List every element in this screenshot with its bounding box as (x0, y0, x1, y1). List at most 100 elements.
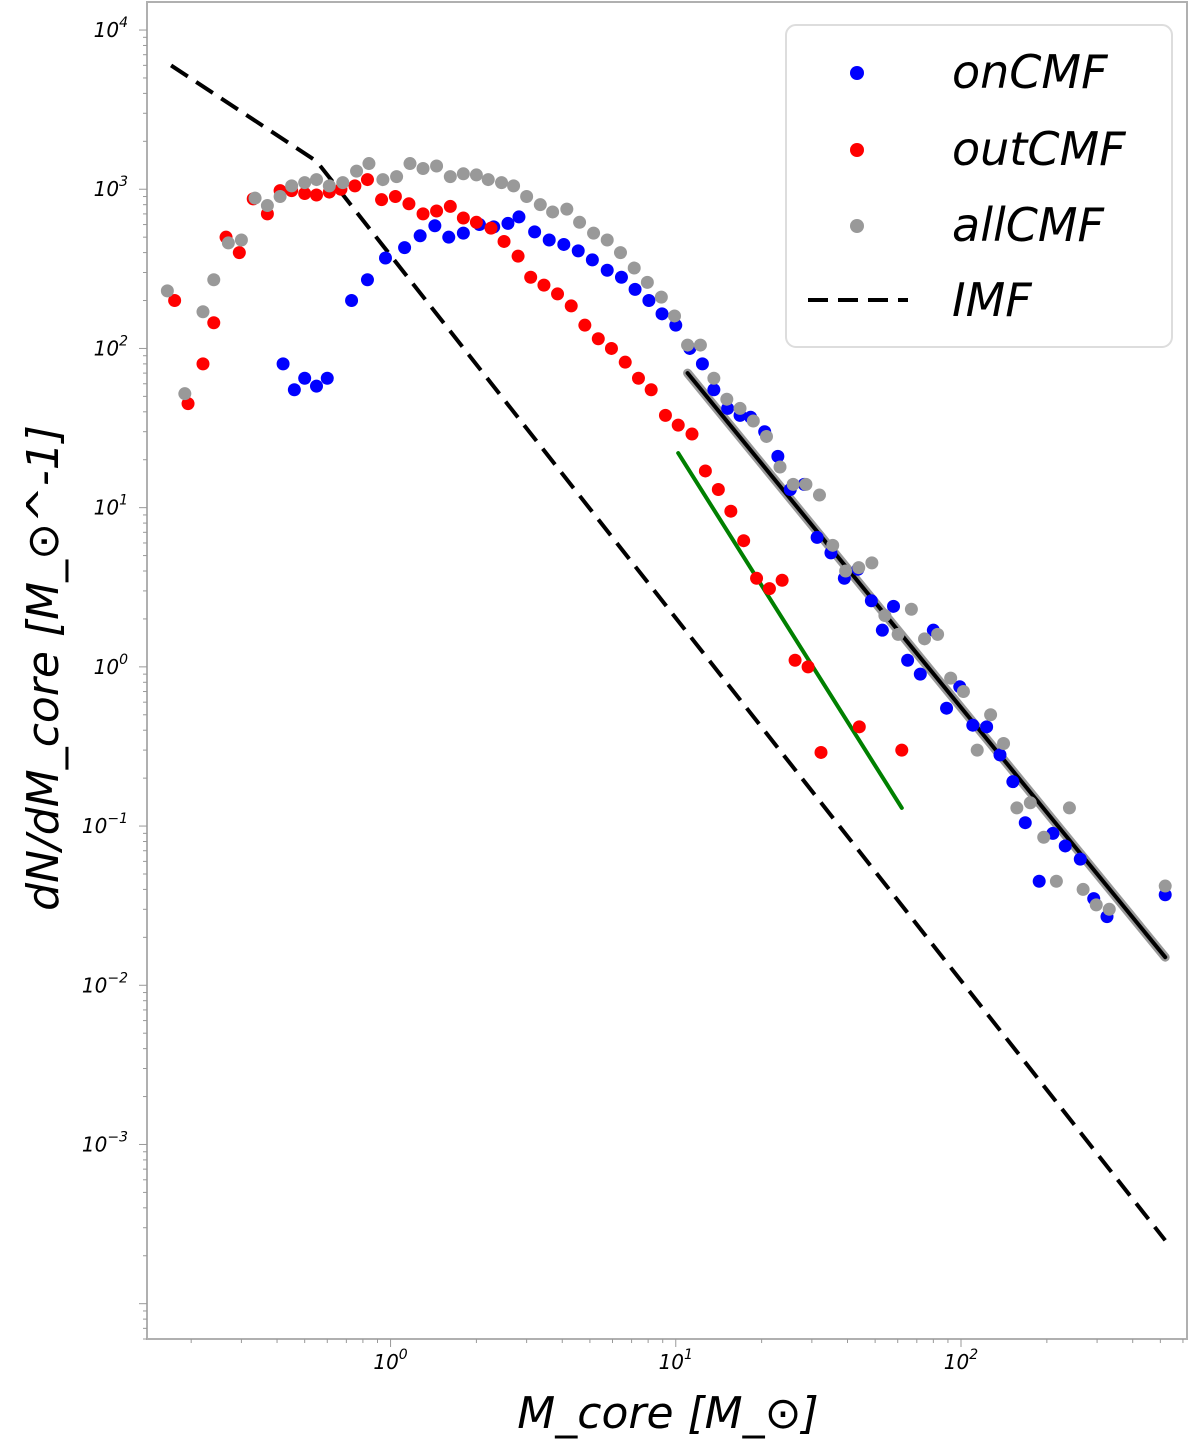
oncmf-point (642, 294, 656, 308)
outcmf-point (618, 355, 632, 369)
outcmf-point (456, 211, 470, 225)
outcmf-point (181, 397, 195, 411)
allcmf-point (956, 685, 970, 699)
allcmf-point (773, 460, 787, 474)
allcmf-point (221, 236, 235, 250)
oncmf-point (442, 230, 456, 244)
allcmf-point (403, 157, 417, 171)
allcmf-point (640, 275, 654, 289)
oncmf-point (378, 251, 392, 265)
allcmf-point (1158, 879, 1172, 893)
outcmf-point (524, 270, 538, 284)
outcmf-point (469, 215, 483, 229)
allcmf-point (826, 538, 840, 552)
oncmf-point (360, 273, 374, 287)
allcmf-point (520, 190, 534, 204)
outcmf-point (309, 188, 323, 202)
allcmf-point (196, 305, 210, 319)
oncmf-point (901, 653, 915, 667)
outcmf-point (375, 193, 389, 207)
y-tick-label: 103 (94, 174, 128, 201)
oncmf-point (913, 667, 927, 681)
allcmf-point (469, 168, 483, 182)
oncmf-point (428, 219, 442, 233)
outcmf-point (402, 197, 416, 211)
allcmf-point (904, 602, 918, 616)
allcmf-point (430, 159, 444, 173)
outcmf-point (551, 287, 565, 301)
x-tick-label: 100 (373, 1347, 407, 1374)
oncmf-point (528, 225, 542, 239)
allcmf-point (600, 233, 614, 247)
outcmf-point (537, 278, 551, 292)
allcmf-point (443, 170, 457, 184)
outcmf-point (658, 408, 672, 422)
allcmf-point (350, 164, 364, 178)
outcmf-point (388, 190, 402, 204)
outcmf-point (895, 743, 909, 757)
outcmf-point (360, 173, 374, 187)
allcmf-point (654, 290, 668, 304)
allcmf-point (336, 176, 350, 190)
outcmf-point (207, 316, 221, 330)
allcmf-point (668, 309, 682, 323)
outcmf-point (685, 427, 699, 441)
oncmf-point (810, 530, 824, 544)
oncmf-point (298, 371, 312, 385)
outcmf-point (631, 371, 645, 385)
allcmf-point (1049, 874, 1063, 888)
oncmf-point (398, 241, 412, 255)
x-tick-label: 102 (944, 1347, 978, 1374)
allcmf-point (260, 199, 274, 213)
allcmf-point (178, 387, 192, 401)
allcmf-point (970, 743, 984, 757)
points (160, 157, 1172, 924)
legend: onCMF outCMF allCMF IMF (785, 24, 1173, 348)
imf-line (169, 63, 1167, 1242)
oncmf-point (614, 270, 628, 284)
oncmf-point (940, 701, 954, 715)
legend-box (785, 24, 1173, 348)
outcmf-point (484, 221, 498, 235)
allcmf-point (997, 737, 1011, 751)
allcmf-point (248, 191, 262, 205)
allcmf-point (1076, 882, 1090, 896)
allcmf-point (1089, 898, 1103, 912)
allcmf-point (627, 261, 641, 275)
legend-label-oncmf: onCMF (952, 45, 1108, 99)
allcmf-point (560, 202, 574, 216)
y-axis-label: dN/dM_core [M_⊙^-1] (18, 425, 69, 911)
allcmf-point (931, 627, 945, 641)
allcmf-point (285, 179, 299, 193)
outcmf-point (750, 571, 764, 585)
outcmf-point (671, 418, 685, 432)
oncmf-point (276, 357, 290, 371)
allcmf-point (944, 671, 958, 685)
allcmf-point (799, 477, 813, 491)
outcmf-point (564, 299, 578, 313)
allcmf-point (720, 392, 734, 406)
oncmf-point (557, 237, 571, 251)
allcmf-point (456, 167, 470, 181)
allcmf-point (812, 488, 826, 502)
oncmf-point (864, 594, 878, 608)
oncmf-point (966, 718, 980, 732)
outcmf-point (511, 249, 525, 263)
allcmf-point (1023, 796, 1037, 810)
outcmf-point (591, 332, 605, 346)
allcmf-point (362, 157, 376, 171)
legend-marker-allcmf (850, 219, 864, 233)
allcmf-point (507, 179, 521, 193)
oncmf-point (287, 383, 301, 397)
allcmf-point (746, 414, 760, 428)
outcmf-point (168, 294, 182, 308)
oncmf-point (993, 748, 1007, 762)
allcmf-point (1062, 801, 1076, 815)
legend-marker-oncmf (850, 66, 864, 80)
oncmf-point (571, 244, 585, 258)
allcmf-point (546, 205, 560, 219)
outcmf-point (196, 357, 210, 371)
oncmf-point (875, 623, 889, 637)
plot-frame (146, 1, 1188, 1340)
